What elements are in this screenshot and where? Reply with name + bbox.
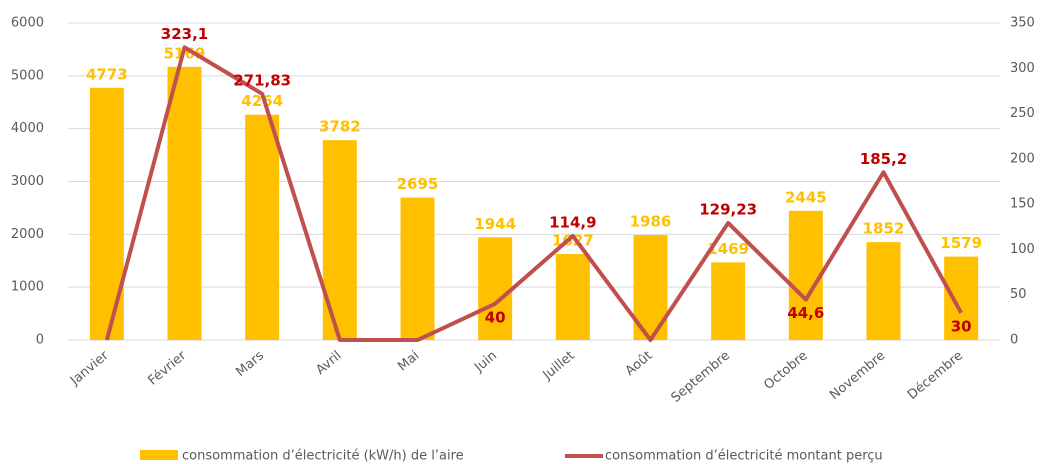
x-tick-label: Octobre	[761, 348, 810, 393]
x-tick-label: Janvier	[67, 348, 112, 389]
y-tick-label: 2000	[11, 227, 44, 242]
x-tick-label: Août	[623, 348, 656, 379]
y2-tick-label: 300	[1010, 61, 1035, 76]
x-tick-label: Novembre	[827, 348, 888, 403]
bar-value-label: 1579	[940, 234, 982, 252]
y2-tick-label: 0	[1010, 333, 1018, 348]
bar	[866, 242, 901, 340]
bar	[400, 197, 435, 340]
bar	[322, 140, 357, 340]
y-tick-label: 0	[36, 333, 44, 348]
bar-value-label: 3782	[319, 118, 361, 136]
legend-label: consommation d’électricité montant perçu	[605, 449, 883, 464]
x-tick-label: Mars	[233, 348, 267, 380]
bar	[245, 114, 280, 341]
y2-tick-label: 350	[1010, 16, 1035, 31]
legend-swatch	[140, 450, 178, 460]
line-value-label: 44,6	[787, 304, 824, 322]
y2-tick-label: 200	[1010, 151, 1035, 166]
bar-value-label: 1852	[863, 220, 905, 238]
bar-value-label: 4264	[241, 92, 283, 110]
bar	[944, 256, 979, 340]
line-value-label: 323,1	[161, 25, 208, 43]
bar	[478, 237, 513, 340]
x-tick-label: Septembre	[669, 348, 733, 406]
y-tick-label: 5000	[11, 68, 44, 83]
y-tick-label: 3000	[11, 174, 44, 189]
line-value-label: 271,83	[233, 71, 291, 89]
bar-value-label: 2695	[397, 175, 439, 193]
bar	[711, 262, 746, 340]
bar	[788, 210, 823, 340]
x-tick-label: Juillet	[540, 348, 578, 383]
bar-value-label: 1944	[474, 215, 516, 233]
line-value-label: 40	[485, 308, 506, 326]
line-value-label: 129,23	[699, 200, 757, 218]
legend-label: consommation d’électricité (kW/h) de l’a…	[182, 449, 464, 464]
y2-tick-label: 150	[1010, 197, 1035, 212]
x-tick-label: Décembre	[905, 348, 966, 403]
y2-tick-label: 50	[1010, 287, 1027, 302]
line	[104, 45, 963, 342]
x-tick-label: Juin	[471, 348, 500, 376]
y-tick-label: 4000	[11, 121, 44, 136]
x-tick-label: Février	[145, 348, 189, 389]
y2-tick-label: 250	[1010, 106, 1035, 121]
line-value-label: 30	[951, 317, 972, 335]
line-value-label: 114,9	[549, 213, 596, 231]
y-tick-label: 1000	[11, 280, 44, 295]
bar-value-label: 4773	[86, 65, 128, 83]
line-value-label: 185,2	[860, 150, 907, 168]
bar-value-label: 1986	[630, 213, 672, 231]
y2-tick-label: 100	[1010, 242, 1035, 257]
x-tick-label: Mai	[395, 348, 422, 374]
y-tick-label: 6000	[11, 16, 44, 31]
bar-value-label: 1469	[707, 240, 749, 258]
bar	[167, 66, 202, 340]
bar	[555, 254, 590, 340]
x-tick-label: Avril	[313, 348, 344, 378]
bar-value-label: 2445	[785, 188, 827, 206]
